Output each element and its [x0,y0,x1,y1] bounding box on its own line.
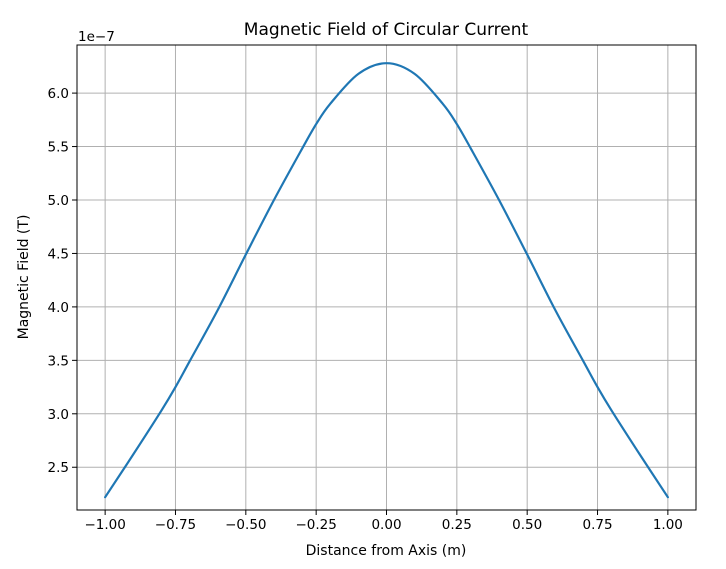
chart-title: Magnetic Field of Circular Current [244,20,529,40]
y-tick-label: 4.5 [48,246,69,262]
x-tick-label: −0.50 [225,517,266,533]
y-tick-label: 3.0 [48,407,69,423]
y-tick-label: 4.0 [48,300,69,316]
tick-labels: −1.00 −0.75 −0.50 −0.25 0.00 0.25 0.50 0.75 1.00… [48,86,683,533]
x-tick-label: −0.25 [295,517,336,533]
x-tick-label: 1.00 [653,517,683,533]
y-tick-label: 5.5 [48,140,69,156]
y-tick-label: 6.0 [48,86,69,102]
x-tick-label: −0.75 [155,517,196,533]
x-axis-title: Distance from Axis (m) [306,543,467,559]
y-tick-label: 2.5 [48,460,69,476]
tick-marks [72,92,669,515]
y-offset-label: 1e−7 [78,29,115,45]
x-tick-label: 0.00 [371,517,401,533]
y-tick-label: 3.5 [48,353,69,369]
x-tick-label: −1.00 [84,517,125,533]
y-axis-title: Magnetic Field (T) [16,215,32,340]
x-tick-label: 0.25 [442,517,472,533]
x-tick-label: 0.50 [512,517,542,533]
series-layer [104,62,669,499]
series-line [104,62,669,499]
y-tick-label: 5.0 [48,193,69,209]
x-tick-label: 0.75 [582,517,612,533]
